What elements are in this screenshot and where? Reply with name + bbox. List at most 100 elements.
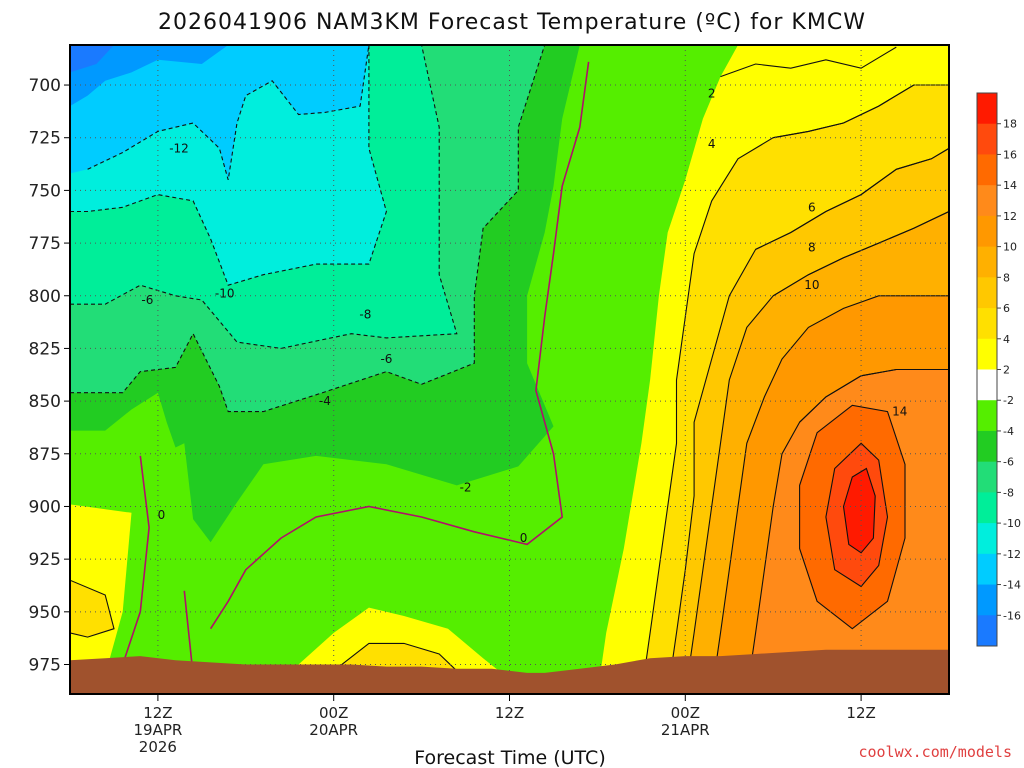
temp-region-18 xyxy=(843,468,876,553)
colorbar-label: 4 xyxy=(1003,333,1010,346)
x-tick-label: 00Z xyxy=(319,704,348,722)
y-tick-label: 800 xyxy=(29,287,61,307)
colorbar: 18 16 14 12 10 8 6 4 2 -2 -4 -6 -8 -10 -12 -14 -16 xyxy=(976,92,1021,647)
colorbar-label: -14 xyxy=(1003,579,1021,592)
contour-label: 8 xyxy=(808,240,816,254)
temp-region--12 xyxy=(70,45,369,180)
contour-label: 10 xyxy=(804,278,819,292)
colorbar-swatch xyxy=(977,523,997,555)
contour-label: -2 xyxy=(460,481,472,495)
y-axis: 700 725 750 775 800 825 850 875 900 925 950 975 xyxy=(29,76,70,676)
contour-negative xyxy=(70,45,458,349)
temperature-regions xyxy=(70,45,949,694)
contour-positive xyxy=(720,46,897,78)
colorbar-label: -16 xyxy=(1003,609,1021,622)
x-tick-label: 00Z xyxy=(671,704,700,722)
credit-text: coolwx.com/models xyxy=(858,743,1012,761)
x-tick-label: 20APR xyxy=(309,721,358,739)
colorbar-label: -4 xyxy=(1003,425,1014,438)
x-tick-label: 12Z xyxy=(846,704,875,722)
contour-positive xyxy=(825,442,889,588)
contour-labels: -12 -10 -6 -8 -6 -4 -2 0 0 2 4 6 8 10 14 xyxy=(141,86,907,545)
colorbar-swatch xyxy=(977,185,997,217)
colorbar-swatch xyxy=(977,93,997,125)
y-tick-label: 700 xyxy=(29,76,61,96)
temp-region--16 xyxy=(70,45,114,73)
colorbar-swatch xyxy=(977,461,997,493)
colorbar-swatch xyxy=(977,430,997,463)
x-tick-label: 21APR xyxy=(661,721,710,739)
contour-negative xyxy=(70,45,387,286)
y-tick-label: 925 xyxy=(29,550,61,570)
x-tick-label: 2026 xyxy=(139,738,177,756)
contour-negative xyxy=(70,45,546,413)
colorbar-swatch xyxy=(977,246,997,278)
colorbar-label: -12 xyxy=(1003,548,1021,561)
plot-area: -12 -10 -6 -8 -6 -4 -2 0 0 2 4 6 8 10 14 xyxy=(70,45,949,694)
colorbar-label: 12 xyxy=(1003,210,1017,223)
colorbar-swatch xyxy=(977,369,997,401)
y-tick-label: 950 xyxy=(29,603,61,623)
colorbar-swatch xyxy=(977,215,997,248)
contour-negative xyxy=(87,45,370,181)
y-tick-label: 750 xyxy=(29,181,61,201)
contour-label: 4 xyxy=(708,137,716,151)
colorbar-label: -6 xyxy=(1003,456,1014,469)
x-tick-label: 12Z xyxy=(495,704,524,722)
temp-region--14 xyxy=(70,45,229,107)
contour-label: 6 xyxy=(808,200,816,214)
colorbar-swatch xyxy=(977,584,997,616)
colorbar-label: 8 xyxy=(1003,271,1010,284)
y-tick-label: 775 xyxy=(29,234,61,254)
y-tick-label: 975 xyxy=(29,656,61,676)
colorbar-label: 6 xyxy=(1003,302,1010,315)
colorbar-label: 18 xyxy=(1003,118,1017,131)
y-tick-label: 825 xyxy=(29,339,61,359)
terrain-fill xyxy=(70,649,949,694)
contour-label: 0 xyxy=(520,531,528,545)
contour-positive xyxy=(842,467,876,554)
contour-label: -12 xyxy=(169,141,189,155)
contour-label: -4 xyxy=(319,394,331,408)
contour-positive xyxy=(799,404,906,630)
colorbar-swatch xyxy=(977,492,997,524)
colorbar-label: 16 xyxy=(1003,148,1017,161)
x-axis-label: Forecast Time (UTC) xyxy=(414,747,605,768)
y-tick-label: 900 xyxy=(29,497,61,517)
contour-zero xyxy=(183,590,194,676)
colorbar-label: -8 xyxy=(1003,486,1014,499)
y-tick-label: 875 xyxy=(29,445,61,465)
contour-positive xyxy=(640,45,949,694)
colorbar-swatch xyxy=(977,615,997,647)
colorbar-swatch xyxy=(977,308,997,340)
contour-positive xyxy=(70,579,115,638)
y-tick-label: 725 xyxy=(29,129,61,149)
contour-label: 14 xyxy=(892,405,907,419)
contour-lines xyxy=(70,45,949,694)
colorbar-label: 2 xyxy=(1003,364,1010,377)
contour-zero xyxy=(209,61,590,630)
contour-label: 2 xyxy=(708,86,716,100)
chart-title: 2026041906 NAM3KM Forecast Temperature (… xyxy=(158,10,866,35)
contour-positive xyxy=(746,368,949,694)
colorbar-swatch xyxy=(977,154,997,186)
x-tick-label: 12Z xyxy=(143,704,172,722)
y-tick-label: 850 xyxy=(29,392,61,412)
grid-lines xyxy=(70,45,949,694)
colorbar-label: -2 xyxy=(1003,394,1014,407)
colorbar-label: -10 xyxy=(1003,517,1021,530)
contour-label: 0 xyxy=(158,508,166,522)
contour-label: -6 xyxy=(141,293,153,307)
terrain-ground xyxy=(70,649,949,694)
colorbar-label: 14 xyxy=(1003,179,1017,192)
contour-label: -10 xyxy=(215,287,235,301)
colorbar-swatch xyxy=(977,123,997,155)
x-tick-label: 19APR xyxy=(133,721,182,739)
contour-positive xyxy=(333,642,458,694)
colorbar-swatch xyxy=(977,553,997,586)
colorbar-swatch xyxy=(977,277,997,309)
colorbar-swatch xyxy=(977,338,997,370)
colorbar-swatch xyxy=(977,400,997,432)
